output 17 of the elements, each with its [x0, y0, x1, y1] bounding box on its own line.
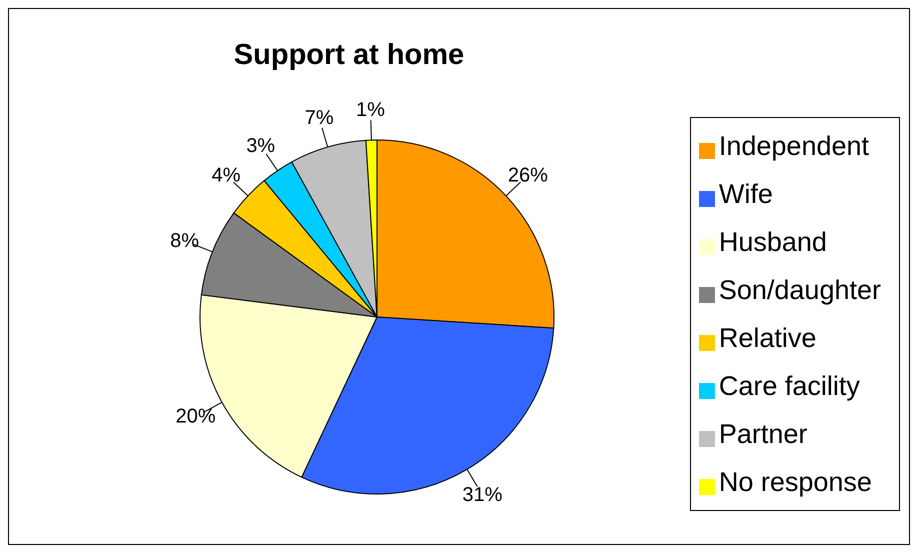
legend-label: No response — [718, 467, 872, 497]
data-label: 8% — [170, 230, 200, 252]
legend-label: Relative — [718, 323, 816, 353]
data-label: 1% — [356, 99, 386, 122]
data-label: 3% — [246, 134, 276, 157]
legend-label: Wife — [718, 179, 773, 209]
legend-label: Husband — [718, 227, 827, 257]
chart-title: Support at home — [232, 39, 466, 72]
data-label: 26% — [508, 164, 548, 186]
legend-label: Son/daughter — [718, 275, 881, 305]
legend-label: Partner — [718, 419, 808, 449]
data-label: 31% — [462, 484, 503, 506]
legend-label: Independent — [718, 131, 870, 161]
legend-label: Care facility — [718, 371, 860, 401]
data-label: 4% — [212, 164, 241, 186]
data-label: 7% — [304, 107, 334, 130]
data-label: 20% — [176, 406, 216, 428]
